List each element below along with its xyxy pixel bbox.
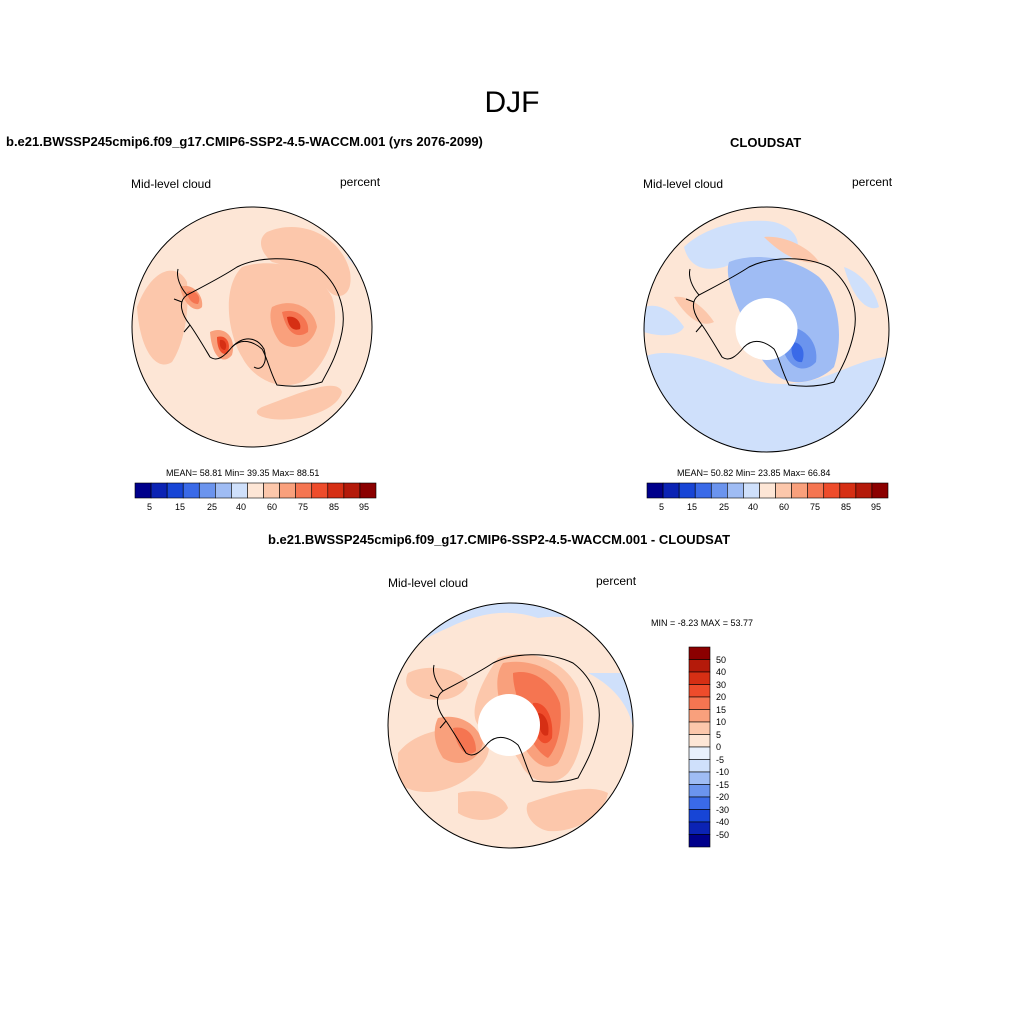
map-model-midlevel-cloud [131,206,373,448]
colorbar-swatch [871,482,889,499]
panel3-colorbar-label: 10 [716,717,727,727]
colorbar-swatch [743,482,760,499]
panel1-units-label: percent [340,175,381,189]
panel2-colorbar-label: 95 [871,502,882,512]
colorbar-swatch [759,482,776,499]
colorbar-swatch [688,834,711,848]
colorbar-swatch [247,482,264,499]
panel2-colorbar [646,482,889,499]
panel2-colorbar-label: 75 [810,502,821,512]
colorbar-swatch [231,482,248,499]
colorbar-swatch [295,482,313,499]
colorbar-swatch [134,482,152,499]
colorbar-swatch [688,659,711,673]
colorbar-swatch [688,734,711,748]
panel1-colorbar-label: 85 [329,502,340,512]
panel2-colorbar-labels: 5 15 25 40 60 75 85 95 [647,502,888,514]
panel3-colorbar-label: -40 [716,817,730,827]
colorbar-swatch [688,671,711,685]
colorbar-swatch [359,482,377,499]
panel2-colorbar-label: 15 [687,502,698,512]
colorbar-swatch [678,482,696,499]
colorbar-swatch [775,482,792,499]
colorbar-swatch [688,709,711,723]
colorbar-swatch [646,482,664,499]
panel3-units-label: percent [596,574,637,588]
panel3-colorbar-label: -50 [716,830,730,840]
panel1-variable-label: Mid-level cloud [131,177,212,191]
colorbar-swatch [855,482,873,499]
panel1-colorbar-label: 40 [236,502,247,512]
panel1-colorbar-label: 15 [175,502,186,512]
colorbar-swatch [710,482,728,499]
colorbar-swatch [327,482,345,499]
panel2-stats: MEAN= 50.82 Min= 23.85 Max= 66.84 [677,468,831,478]
colorbar-swatch [215,482,232,499]
colorbar-swatch [688,696,711,710]
colorbar-swatch [839,482,857,499]
colorbar-swatch [807,482,825,499]
colorbar-swatch [343,482,361,499]
panel2-colorbar-label: 60 [779,502,790,512]
panel3-colorbar [688,646,711,848]
panel1-colorbar-label: 75 [298,502,309,512]
panel3-colorbar-label: 0 [716,742,722,752]
colorbar-swatch [688,646,711,660]
panel1-colorbar-label: 5 [147,502,153,512]
colorbar-swatch [727,482,744,499]
panel3-colorbar-label: 15 [716,705,727,715]
colorbar-swatch [263,482,280,499]
map-difference-midlevel-cloud [387,602,634,849]
colorbar-swatch [688,809,711,823]
main-title: DJF [484,86,540,119]
panel3-colorbar-label: 5 [716,730,722,740]
panel2-variable-label: Mid-level cloud [643,177,724,191]
panel3-colorbar-labels: 50 40 30 20 15 10 5 0 -5 -10 -15 -20 -30… [716,650,756,850]
panel2-colorbar-label: 85 [841,502,852,512]
panel3-colorbar-label: 20 [716,692,727,702]
colorbar-swatch [198,482,216,499]
panel2-colorbar-label: 40 [748,502,759,512]
colorbar-swatch [694,482,712,499]
colorbar-swatch [688,759,711,773]
panel3-colorbar-label: -10 [716,767,730,777]
colorbar-swatch [688,746,711,760]
panel2-colorbar-label: 5 [659,502,665,512]
panel3-colorbar-label: -5 [716,755,725,765]
panel3-colorbar-label: -30 [716,805,730,815]
panel1-colorbar-label: 95 [359,502,370,512]
colorbar-swatch [688,771,711,785]
panel3-colorbar-label: 50 [716,655,727,665]
panel3-colorbar-label: -20 [716,792,730,802]
panel1-colorbar [134,482,377,499]
panel3-stats: MIN = -8.23 MAX = 53.77 [651,618,754,628]
panel3-colorbar-label: -15 [716,780,730,790]
panel1-stats: MEAN= 58.81 Min= 39.35 Max= 88.51 [166,468,320,478]
colorbar-swatch [688,784,711,798]
colorbar-swatch [688,721,711,735]
colorbar-swatch [791,482,808,499]
panel1-colorbar-label: 25 [207,502,218,512]
map-cloudsat-midlevel-cloud [643,206,890,453]
colorbar-swatch [311,482,329,499]
panel2-title: CLOUDSAT [730,135,802,150]
colorbar-swatch [688,821,711,835]
colorbar-swatch [150,482,168,499]
colorbar-swatch [823,482,841,499]
panel1-colorbar-label: 60 [267,502,278,512]
colorbar-swatch [688,796,711,810]
panel1-colorbar-labels: 5 15 25 40 60 75 85 95 [135,502,376,514]
panel3-variable-label: Mid-level cloud [388,576,469,590]
panel3-colorbar-label: 30 [716,680,727,690]
panel2-colorbar-label: 25 [719,502,730,512]
colorbar-swatch [182,482,200,499]
panel3-colorbar-label: 40 [716,667,727,677]
panel3-title: b.e21.BWSSP245cmip6.f09_g17.CMIP6-SSP2-4… [268,532,731,547]
colorbar-swatch [662,482,680,499]
colorbar-swatch [166,482,184,499]
colorbar-swatch [279,482,296,499]
colorbar-swatch [688,684,711,698]
panel2-units-label: percent [852,175,893,189]
panel1-title: b.e21.BWSSP245cmip6.f09_g17.CMIP6-SSP2-4… [6,134,483,149]
